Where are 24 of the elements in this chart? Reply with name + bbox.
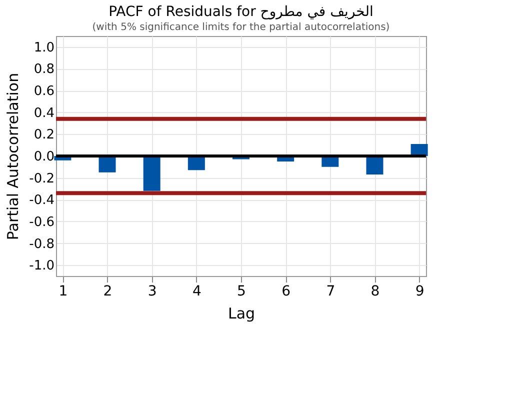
chart-subtitle: (with 5% significance limits for the partial autocorrelations) <box>92 22 390 33</box>
x-tick-label: 6 <box>282 284 291 300</box>
y-tick-label: 0.0 <box>34 150 54 164</box>
y-tick-label: -0.8 <box>29 236 54 252</box>
x-tick-label: 9 <box>415 284 424 300</box>
y-axis-title: Partial Autocorrelation <box>4 72 22 240</box>
x-tick-label: 2 <box>103 284 112 300</box>
x-tick-label: 3 <box>148 284 157 300</box>
y-tick-label: -1.0 <box>29 258 54 274</box>
x-tick-label: 7 <box>326 284 336 300</box>
x-tick-label: 1 <box>58 284 68 300</box>
y-tick-label: 0.6 <box>34 84 54 100</box>
y-tick-label: 1.0 <box>34 40 54 56</box>
x-tick-label: 4 <box>192 284 202 300</box>
y-tick-label: 0.2 <box>34 128 54 143</box>
y-tick-label: -0.6 <box>29 214 54 230</box>
y-tick-label: -0.2 <box>29 171 54 186</box>
x-tick-label: 5 <box>237 284 246 300</box>
y-tick-label: 0.8 <box>34 62 54 78</box>
y-tick-label: 0.4 <box>34 106 54 121</box>
y-tick-label: -0.4 <box>29 193 54 208</box>
chart-title: PACF of Residuals for الخريف في مطروح <box>108 4 374 20</box>
x-axis-title: Lag <box>228 304 256 322</box>
x-tick-label: 8 <box>370 284 380 300</box>
